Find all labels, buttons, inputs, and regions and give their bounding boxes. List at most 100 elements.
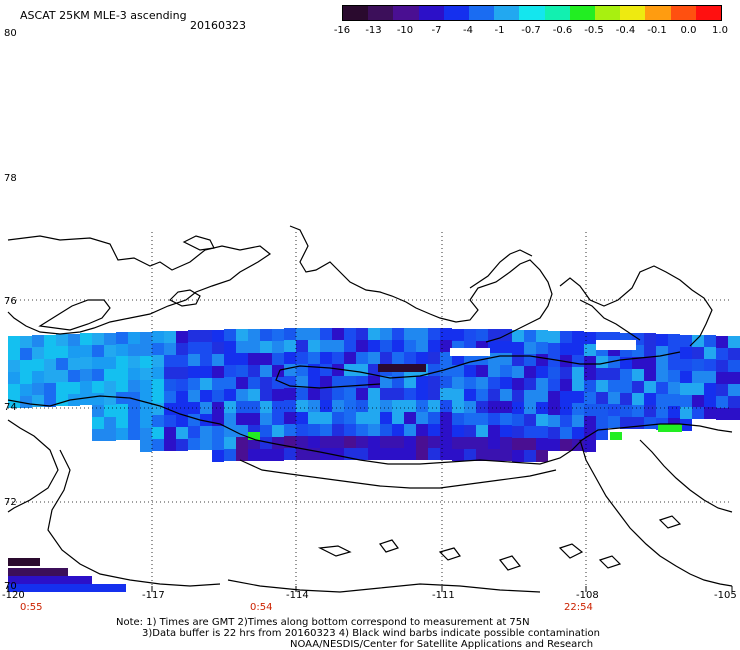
swath-cell xyxy=(56,382,68,394)
swath-cell xyxy=(152,367,164,379)
swath-cell xyxy=(152,391,164,403)
lon-label-111: -111 xyxy=(432,590,455,601)
swath-cell xyxy=(44,395,56,407)
swath-cell xyxy=(680,383,692,395)
swath-cell xyxy=(212,342,224,354)
swath-cell xyxy=(332,352,344,364)
swath-cell xyxy=(80,345,92,357)
swath-cell xyxy=(596,356,608,368)
swath-cell xyxy=(692,347,704,359)
swath-cell xyxy=(440,424,452,436)
swath-cell xyxy=(560,367,572,379)
swath-cell xyxy=(140,344,152,356)
swath-cell xyxy=(476,413,488,425)
swath-cell xyxy=(200,426,212,438)
swath-cell xyxy=(656,406,668,418)
swath-cell xyxy=(128,428,140,440)
swath-cell xyxy=(584,368,596,380)
swath-cell xyxy=(356,340,368,352)
swath-cell xyxy=(572,367,584,379)
swath-cell xyxy=(8,360,20,372)
swath-cell xyxy=(584,332,596,344)
swath-cell xyxy=(390,364,402,372)
swath-cell xyxy=(380,388,392,400)
swath-cell xyxy=(128,344,140,356)
swath-cell xyxy=(344,340,356,352)
swath-cell xyxy=(224,437,236,449)
swath-cell xyxy=(200,390,212,402)
swath-cell xyxy=(404,328,416,340)
swath-cell xyxy=(668,346,680,358)
swath-cell xyxy=(200,330,212,342)
swath-cell xyxy=(524,330,536,342)
swath-cell xyxy=(392,352,404,364)
swath-cell xyxy=(380,328,392,340)
swath-cell xyxy=(632,405,644,417)
swath-cell xyxy=(248,341,260,353)
swath-cell xyxy=(56,358,68,370)
swath-cell xyxy=(404,424,416,436)
swath-cell xyxy=(116,380,128,392)
swath-cell xyxy=(560,379,572,391)
swath-cell xyxy=(584,380,596,392)
swath-cell xyxy=(452,425,464,437)
swath-cell xyxy=(476,449,488,461)
swath-cell xyxy=(32,359,44,371)
swath-cell xyxy=(524,414,536,426)
swath-cell xyxy=(692,407,704,419)
swath-cell xyxy=(224,353,236,365)
swath-cell xyxy=(488,401,500,413)
swath-cell xyxy=(188,402,200,414)
swath-cell xyxy=(402,364,414,372)
color-scale-segment xyxy=(418,6,444,20)
swath-cell xyxy=(236,329,248,341)
swath-cell xyxy=(620,381,632,393)
swath-cell xyxy=(416,388,428,400)
swath-cell xyxy=(440,436,452,448)
swath-cell xyxy=(728,408,740,420)
swath-cell xyxy=(92,417,104,429)
swath-cell xyxy=(224,329,236,341)
swath-cell xyxy=(620,417,632,429)
swath-cell xyxy=(32,347,44,359)
swath-cell xyxy=(692,383,704,395)
frame-ticks xyxy=(7,586,733,592)
swath-cell xyxy=(512,366,524,378)
swath-cell xyxy=(584,404,596,416)
swath-cell xyxy=(584,392,596,404)
color-scale-label: -0.4 xyxy=(615,25,636,36)
swath-cell xyxy=(296,376,308,388)
swath-cell xyxy=(656,370,668,382)
swath-cell xyxy=(284,412,296,424)
swath-cell xyxy=(392,328,404,340)
swath-cell xyxy=(572,427,584,439)
swath-cell xyxy=(572,391,584,403)
swath-cell xyxy=(284,364,296,376)
swath-cell xyxy=(92,381,104,393)
swath-cell xyxy=(308,388,320,400)
swath-cell xyxy=(284,340,296,352)
swath-cell xyxy=(200,402,212,414)
swath-cell xyxy=(320,424,332,436)
swath-cell xyxy=(56,370,68,382)
swath-cell xyxy=(658,424,670,432)
swath-cell xyxy=(176,355,188,367)
swath-cell xyxy=(368,340,380,352)
swath-cell xyxy=(704,395,716,407)
swath-cell xyxy=(536,366,548,378)
swath-cell xyxy=(536,378,548,390)
swath-cell xyxy=(392,448,404,460)
note-line-3: NOAA/NESDIS/Center for Satellite Applica… xyxy=(290,639,594,650)
swath-cell xyxy=(344,400,356,412)
swath-cell xyxy=(152,355,164,367)
swath-cell xyxy=(176,367,188,379)
swath-cell xyxy=(20,396,32,408)
swath-cell xyxy=(644,345,656,357)
swath-cell xyxy=(260,353,272,365)
swath-cell xyxy=(476,377,488,389)
wind-swath xyxy=(8,328,740,462)
swath-cell xyxy=(524,390,536,402)
swath-cell xyxy=(716,336,728,348)
swath-cell xyxy=(392,376,404,388)
swath-cell xyxy=(248,353,260,365)
